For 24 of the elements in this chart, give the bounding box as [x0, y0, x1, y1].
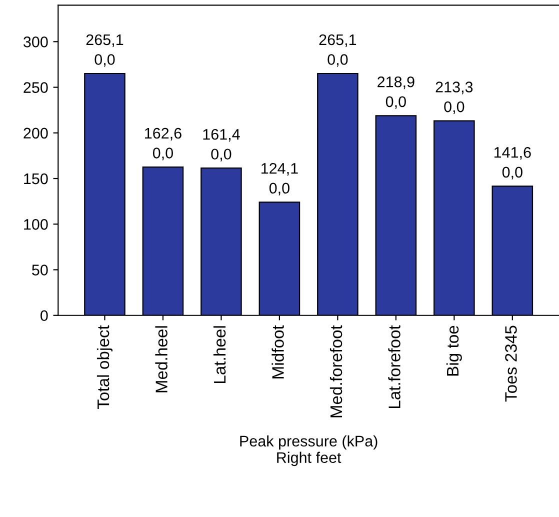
- data-label: 161,4 0,0: [203, 128, 240, 162]
- x-tick-label: Big toe: [446, 326, 462, 376]
- x-axis-title: Peak pressure (kPa) Right feet: [240, 435, 378, 466]
- data-label: 265,1 0,0: [86, 34, 124, 67]
- data-label: 218,9 0,0: [378, 76, 414, 109]
- x-tick-label: Med.heel: [155, 326, 168, 392]
- y-tick-label: 150: [24, 173, 48, 184]
- x-tick-label: Med.forefoot: [330, 325, 342, 418]
- x-tick-label: Total object: [96, 325, 112, 410]
- data-label: 124,1 0,0: [262, 162, 298, 196]
- y-tick-label: 250: [24, 82, 48, 93]
- x-tick-label: Toes 2345: [505, 326, 517, 402]
- y-tick-label: 50: [32, 264, 48, 276]
- data-label: 141,6 0,0: [494, 147, 531, 180]
- y-tick-label: 0: [40, 310, 48, 322]
- x-tick-label: Lat.heel: [213, 326, 226, 384]
- y-tick-label: 300: [24, 36, 48, 48]
- x-tick-label: Lat.forefoot: [388, 325, 400, 408]
- y-tick-label: 200: [24, 128, 48, 139]
- data-label: 265,1 0,0: [319, 34, 356, 67]
- data-label: 162,6 0,0: [145, 128, 182, 160]
- y-tick-label: 100: [24, 219, 48, 230]
- x-tick-label: Midfoot: [272, 325, 284, 378]
- data-label: 213,3 0,0: [436, 82, 473, 114]
